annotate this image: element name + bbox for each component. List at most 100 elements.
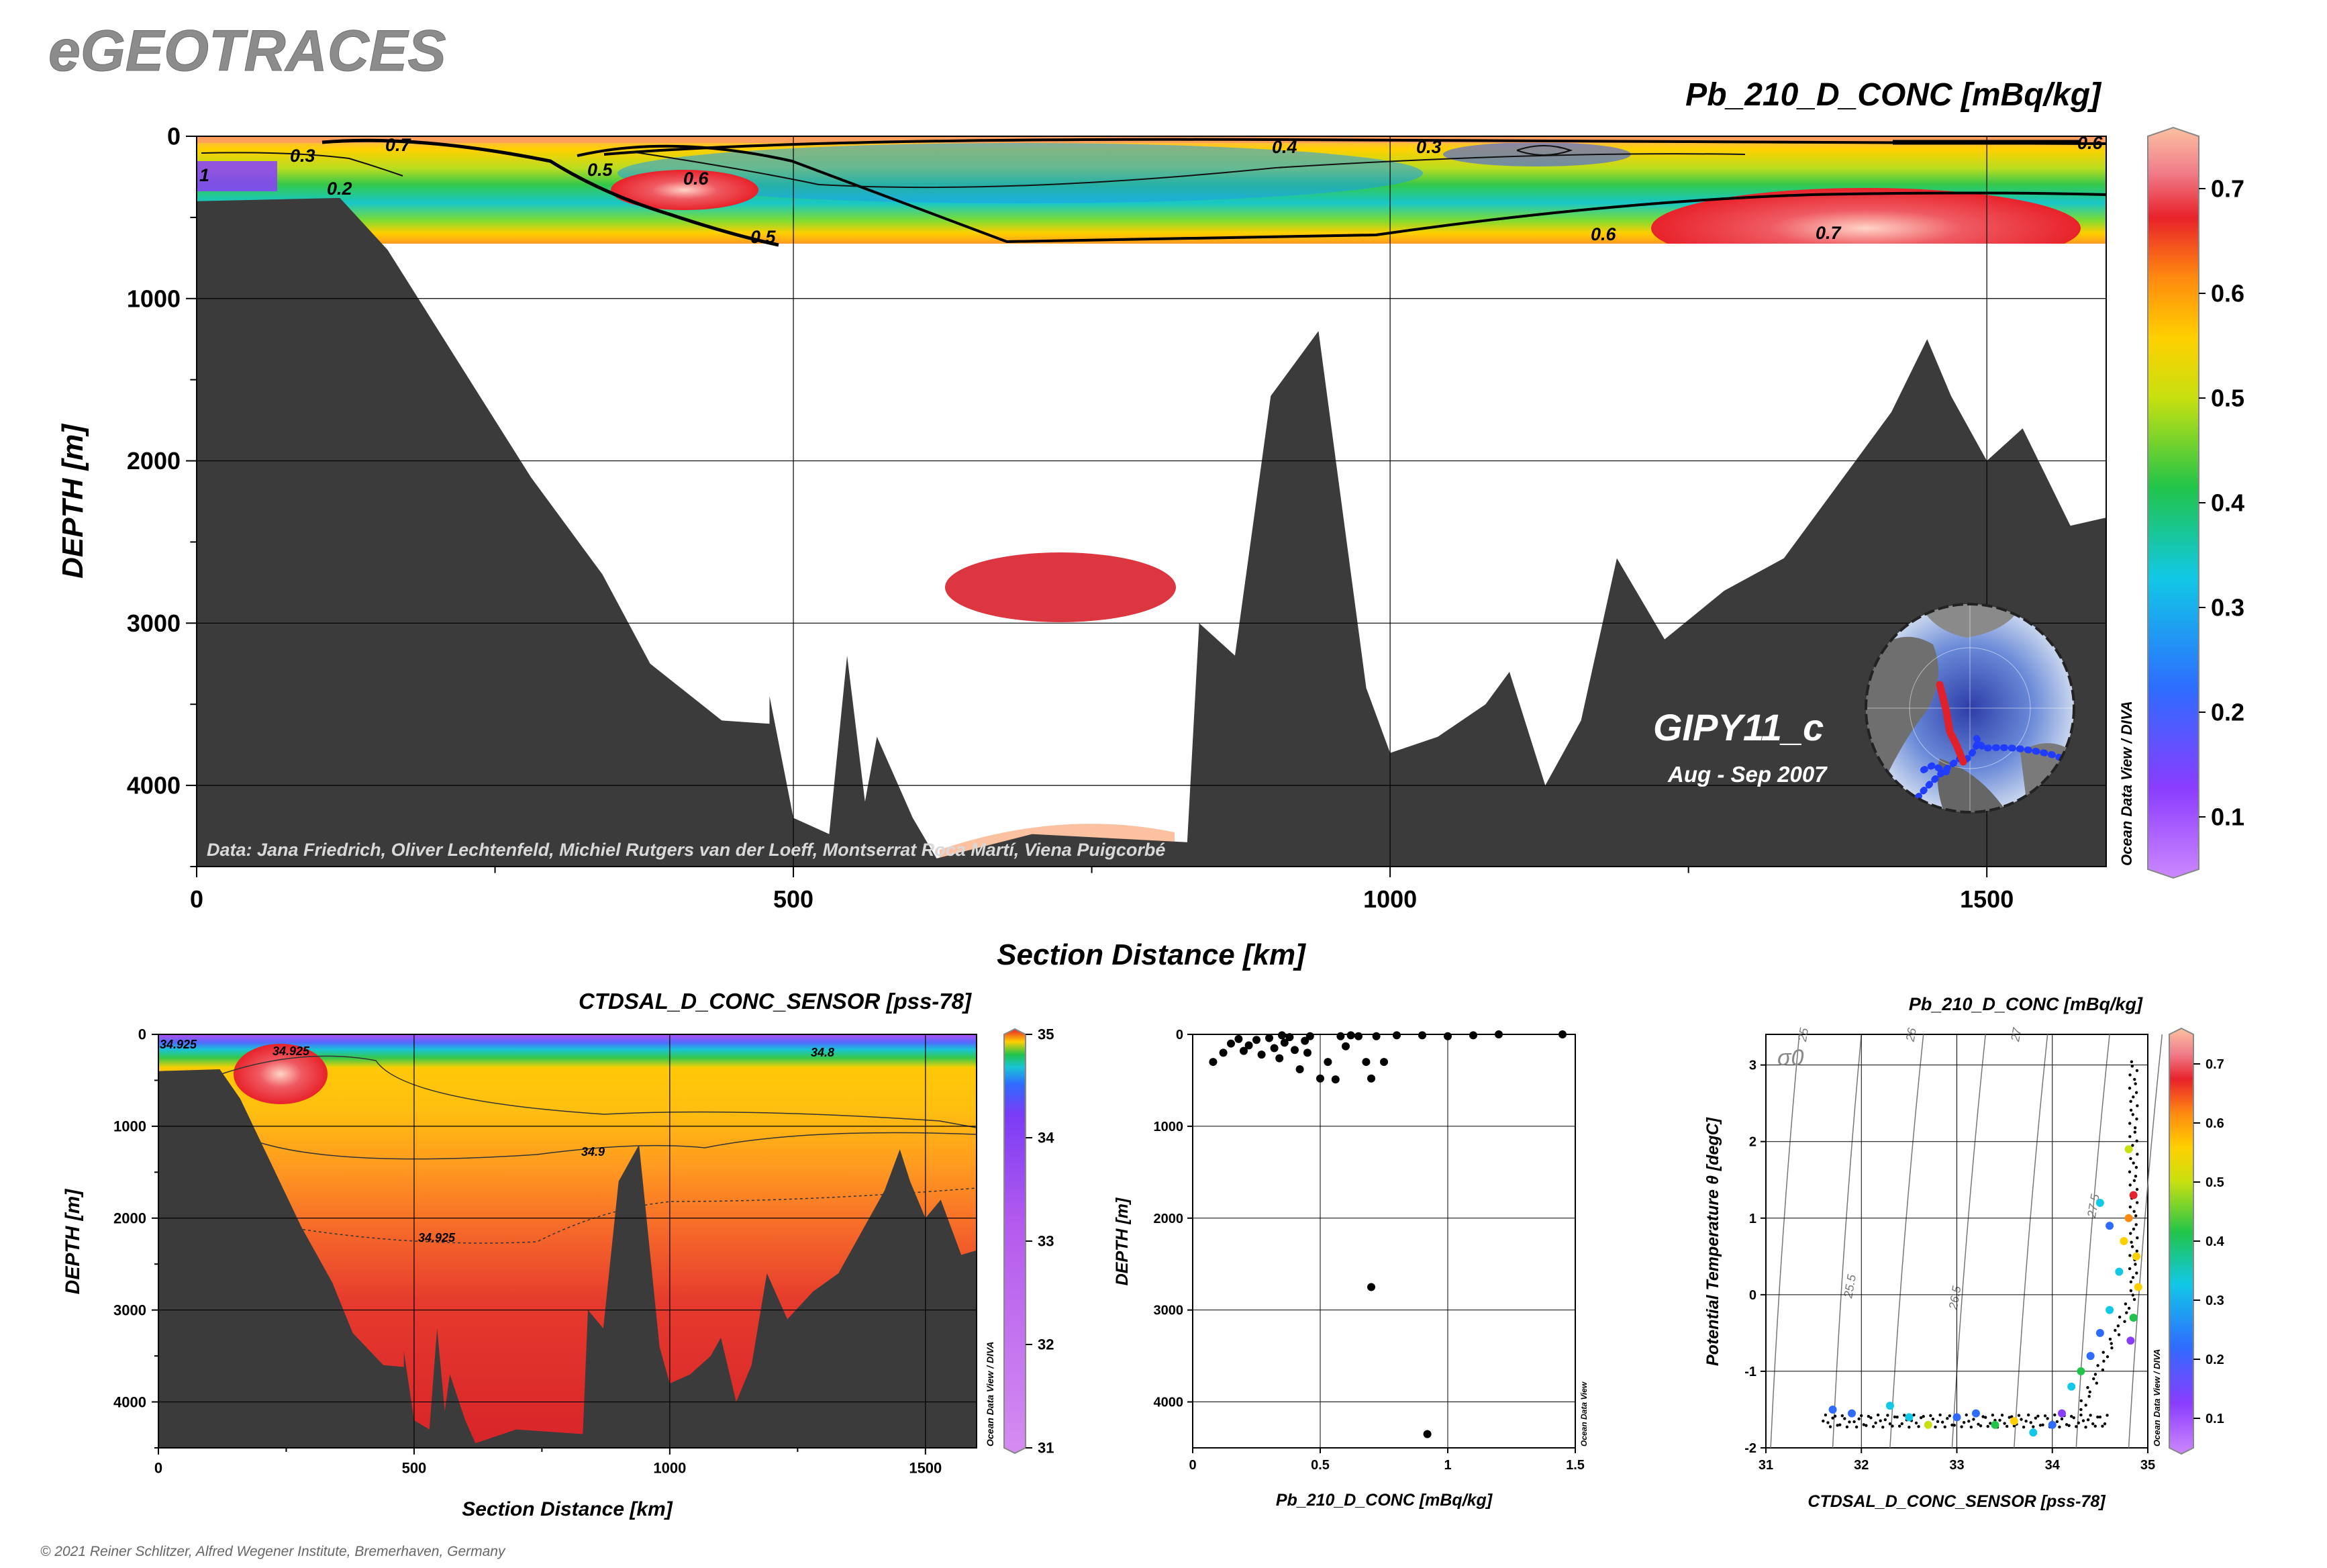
ctd-sample [2043,1414,2047,1418]
contour-labels: 0.7 0.3 0.5 0.6 0.5 0.4 0.3 0.6 0.7 0.6 … [199,133,2103,247]
ctd-sample [2026,1413,2030,1417]
x-tick-label: 500 [773,885,813,913]
y-tick-label: 2 [1749,1135,1756,1150]
colorbar-tick-label: 0.3 [2206,1293,2224,1308]
x-tick-label: 1000 [653,1459,686,1476]
ts-plot-title: Pb_210_D_CONC [mBq/kg] [1909,994,2143,1014]
colorbar-tick-label: 35 [1038,1026,1054,1043]
plot-grid [1766,1034,2148,1448]
main-section-plot: Pb_210_D_CONC [mBq/kg] [56,77,2244,971]
ctd-sample [1931,1417,1935,1421]
map-graticule [1866,604,2074,812]
colorbar-tick-label: 0.4 [2211,489,2244,517]
isopycnal-label: 27 [2008,1026,2024,1043]
ctd-sample [1822,1419,1825,1423]
plot-frame [196,136,2107,867]
colorbar-ticks: 0.1 0.2 0.3 0.4 0.5 0.6 0.7 [2199,175,2244,831]
ctd-sample [2017,1414,2021,1417]
contour-label: 0.5 [587,160,613,180]
x-tick-label: 34 [2045,1458,2061,1473]
data-point [1418,1031,1426,1040]
ctd-sample [2124,1302,2128,1306]
ctd-sample [1998,1418,2001,1422]
y-tick-label: 2000 [113,1210,146,1226]
ctd-sample [2132,1095,2135,1099]
data-point [1828,1405,1837,1414]
ctd-sample [2110,1346,2114,1350]
ctd-sample [2005,1424,2009,1428]
ctd-sample [2132,1227,2136,1231]
ctd-sample [1848,1420,1851,1424]
ctd-sample [2133,1077,2136,1081]
colorbar-tick-label: 0.2 [2206,1353,2224,1367]
data-point [1971,1409,1980,1418]
ctd-sample [2127,1306,2131,1310]
ctd-sample [2029,1421,2032,1424]
ctd-sample [2130,1240,2133,1244]
ctd-sample [2128,1073,2132,1077]
data-point [2029,1428,2038,1437]
ctd-sample [2135,1271,2138,1275]
ctd-sample [2128,1135,2132,1138]
colorbar-tick-label: 0.4 [2206,1234,2225,1249]
ctd-sample [2130,1245,2134,1248]
y-tick-label: 3 [1749,1059,1756,1073]
y-tick-label: 2000 [127,447,181,475]
ctd-sample [2135,1187,2139,1191]
ctd-sample [1838,1423,1842,1426]
plot-frame [158,1034,977,1449]
ctd-sample [2123,1320,2126,1323]
ocean-floor [197,197,2106,867]
ctd-sample [2129,1099,2132,1104]
data-point [1234,1034,1243,1043]
ctd-sample [2134,1091,2138,1094]
copyright-notice: © 2021 Reiner Schlitzer, Alfred Wegener … [40,1544,506,1559]
data-point [1291,1046,1299,1055]
ctd-sample [1967,1420,1971,1423]
isopycnal-line [2128,1034,2163,1449]
y-tick-label: 3000 [113,1302,146,1318]
ctd-sample [1836,1424,1839,1427]
data-point [2057,1409,2066,1418]
ctd-sample [1867,1414,1871,1418]
ctd-sample [1893,1415,1897,1419]
ctd-sample [2093,1373,2097,1376]
y-axis-label: Potential Temperature θ [degC] [1703,1116,1722,1366]
ctd-sample [1883,1418,1887,1422]
ctd-sample [2101,1351,2105,1354]
ctd-sample [2125,1311,2128,1314]
ctd-sample [1938,1413,1942,1417]
data-point [2010,1417,2018,1426]
data-point [1280,1038,1289,1047]
x-tick-label: 1.5 [1566,1458,1585,1473]
data-point [1305,1032,1314,1040]
ctd-sample [1891,1424,1894,1428]
ctd-sample [2077,1421,2081,1425]
isopycnal-line [2075,1034,2110,1449]
contour-label: 0.6 [683,168,709,189]
contour-label: 0.5 [750,227,777,247]
ctd-sample [2065,1423,2069,1426]
salinity-section-plot: CTDSAL_D_CONC_SENSOR [pss-78] 34.925 34.… [62,989,1054,1520]
odv-credit: Ocean Data View / DIVA [2118,701,2135,866]
ctd-sample [2132,1179,2136,1183]
contour-label: 1 [199,165,209,185]
ctd-sample [2108,1337,2112,1341]
ctd-sample [1857,1417,1861,1420]
scatter-axes: 0 0.5 1 1.5 0 1000 2000 3000 4000 [1154,1028,1585,1473]
data-point [2086,1352,2095,1361]
ctd-sample [2053,1413,2057,1417]
ctd-sample [2114,1328,2117,1332]
y-tick-label: 4000 [113,1393,146,1410]
ctd-sample [1854,1425,1859,1429]
ctd-sample [2135,1249,2138,1253]
ctd-sample [2118,1316,2122,1319]
ctd-sample [1983,1416,1987,1419]
main-plot-title: Pb_210_D_CONC [mBq/kg] [1685,77,2102,113]
ctd-sample [1912,1413,1916,1417]
ctd-sample [1831,1416,1834,1420]
contour-label: 34.925 [418,1231,456,1244]
ctd-sample [2070,1414,2073,1418]
ctd-sample [1929,1414,1932,1418]
contour-line [577,144,2106,244]
